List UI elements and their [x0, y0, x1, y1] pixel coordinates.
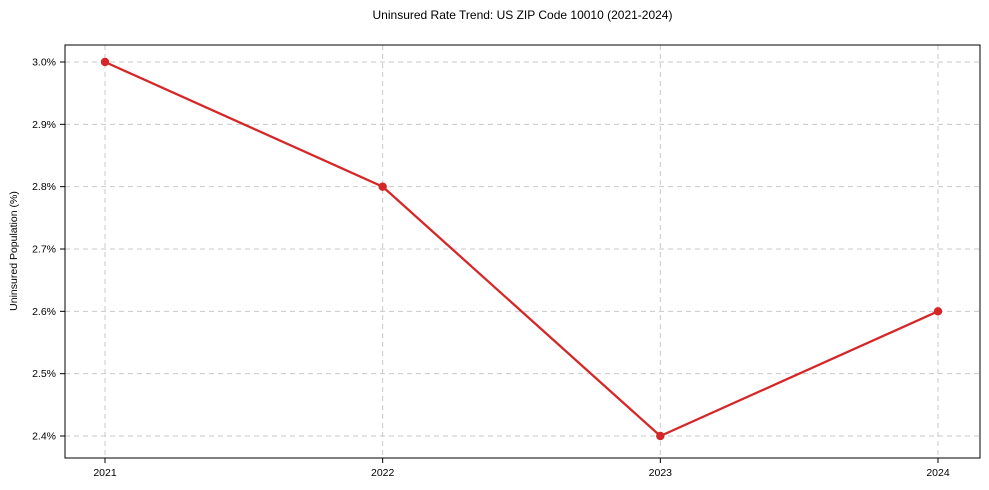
chart-title: Uninsured Rate Trend: US ZIP Code 10010 … — [372, 8, 673, 22]
y-tick-label: 2.7% — [32, 244, 56, 256]
data-point-marker — [100, 57, 110, 67]
x-tick-label: 2022 — [371, 467, 395, 479]
x-tick-label: 2021 — [93, 467, 117, 479]
y-tick-label: 3.0% — [32, 57, 56, 69]
data-point-marker — [933, 307, 943, 316]
x-tick-label: 2023 — [649, 467, 673, 479]
plot-border — [64, 44, 981, 459]
y-tick-label: 2.8% — [32, 181, 56, 193]
y-tick-label: 2.5% — [32, 368, 56, 380]
trend-line — [103, 60, 940, 438]
y-tick-label: 2.6% — [32, 306, 56, 318]
y-tick-label: 2.4% — [32, 431, 56, 443]
data-point-marker — [378, 182, 387, 191]
data-point-marker — [656, 431, 665, 441]
x-tick-label: 2024 — [926, 467, 950, 479]
y-tick-label: 2.9% — [32, 119, 56, 131]
y-axis-label: Uninsured Population (%) — [8, 191, 20, 311]
